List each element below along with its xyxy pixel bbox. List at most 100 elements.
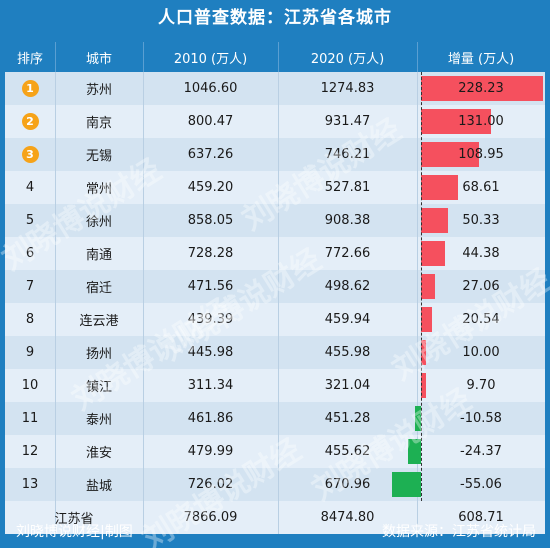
increase-label: -55.06 xyxy=(460,477,502,492)
column-separator xyxy=(143,303,144,336)
column-separator xyxy=(55,171,56,204)
city-cell: 宿迁 xyxy=(85,281,112,296)
city-cell: 南京 xyxy=(85,116,112,131)
value-2010-cell: 471.56 xyxy=(187,279,234,294)
column-separator xyxy=(417,369,418,402)
column-separator xyxy=(55,468,56,501)
value-2020-cell: 772.66 xyxy=(324,246,371,261)
table-row: 6 南通 728.28 772.66 44.38 xyxy=(5,237,545,270)
table-row: 5 徐州 858.05 908.38 50.33 xyxy=(5,204,545,237)
value-2020-cell: 746.21 xyxy=(324,147,371,162)
value-2020-cell: 459.94 xyxy=(324,312,371,327)
total-row: 江苏省 7866.09 8474.80 608.71 xyxy=(5,501,545,534)
rank-cell: 12 xyxy=(21,444,39,459)
value-2020-cell: 321.04 xyxy=(324,378,371,393)
table-row: 1 苏州 1046.60 1274.83 228.23 xyxy=(5,72,545,105)
increase-label: 131.00 xyxy=(458,114,504,129)
city-cell: 淮安 xyxy=(85,446,112,461)
column-separator xyxy=(278,501,279,534)
value-2010-cell: 726.02 xyxy=(187,477,234,492)
column-separator xyxy=(417,138,418,171)
increase-bar xyxy=(415,406,421,431)
value-2010-cell: 637.26 xyxy=(187,147,234,162)
rank-cell: 4 xyxy=(25,180,35,195)
column-separator xyxy=(278,72,279,105)
page-title: 人口普查数据：江苏省各城市 xyxy=(158,8,392,28)
city-cell: 苏州 xyxy=(85,83,112,98)
value-2010-cell: 439.39 xyxy=(187,312,234,327)
table-row: 8 连云港 439.39 459.94 20.54 xyxy=(5,303,545,336)
column-separator xyxy=(55,270,56,303)
column-separator xyxy=(417,105,418,138)
table-row: 13 盐城 726.02 670.96 -55.06 xyxy=(5,468,545,501)
city-cell: 南通 xyxy=(85,248,112,263)
city-cell: 常州 xyxy=(85,182,112,197)
increase-label: 228.23 xyxy=(458,81,504,96)
footer: 刘晓博说财经|制图 数据来源：江苏省统计局 xyxy=(0,513,550,548)
header-2020: 2020 (万人) xyxy=(310,51,385,67)
total-2010-cell: 7866.09 xyxy=(183,510,238,525)
value-2020-cell: 455.62 xyxy=(324,444,371,459)
city-cell: 镇江 xyxy=(85,380,112,395)
value-2020-cell: 931.47 xyxy=(324,114,371,129)
increase-label: 50.33 xyxy=(462,213,500,228)
column-separator xyxy=(143,138,144,171)
increase-bar xyxy=(391,472,421,497)
rank-cell: 2 xyxy=(5,105,55,138)
column-separator xyxy=(55,402,56,435)
table-row: 7 宿迁 471.56 498.62 27.06 xyxy=(5,270,545,303)
rank-cell: 9 xyxy=(25,345,35,360)
rank-cell: 6 xyxy=(25,246,35,261)
table-row: 12 淮安 479.99 455.62 -24.37 xyxy=(5,435,545,468)
increase-label: -24.37 xyxy=(460,444,502,459)
column-separator xyxy=(278,204,279,237)
column-separator xyxy=(55,105,56,138)
column-separator xyxy=(417,336,418,369)
column-separator xyxy=(55,336,56,369)
rank-badge: 1 xyxy=(21,80,39,97)
rank-cell: 1 xyxy=(5,72,55,105)
increase-bar xyxy=(421,109,492,134)
value-2020-cell: 498.62 xyxy=(324,279,371,294)
column-separator xyxy=(143,402,144,435)
city-cell: 无锡 xyxy=(85,149,112,164)
increase-bar xyxy=(421,175,458,200)
column-separator xyxy=(278,402,279,435)
value-2020-cell: 451.28 xyxy=(324,411,371,426)
increase-bar xyxy=(421,340,427,365)
increase-bar xyxy=(421,274,436,299)
total-increase-cell: 608.71 xyxy=(458,510,504,525)
rank-cell: 5 xyxy=(25,213,35,228)
column-separator xyxy=(417,237,418,270)
rank-cell: 8 xyxy=(25,312,35,327)
rank-cell: 11 xyxy=(21,411,39,426)
rank-cell: 3 xyxy=(5,138,55,171)
column-separator xyxy=(278,138,279,171)
column-separator xyxy=(143,72,144,105)
rank-cell: 13 xyxy=(21,477,39,492)
footer-source: 数据来源：江苏省统计局 xyxy=(382,524,536,540)
column-separator xyxy=(417,270,418,303)
table-row: 10 镇江 311.34 321.04 9.70 xyxy=(5,369,545,402)
increase-label: 27.06 xyxy=(462,279,500,294)
value-2010-cell: 1046.60 xyxy=(183,81,238,96)
rank-cell: 7 xyxy=(25,279,35,294)
value-2010-cell: 728.28 xyxy=(187,246,234,261)
increase-label: 9.70 xyxy=(466,378,496,393)
increase-bar xyxy=(421,208,448,233)
column-separator xyxy=(143,171,144,204)
column-separator xyxy=(417,72,418,105)
rank-badge: 2 xyxy=(21,113,39,130)
column-separator xyxy=(143,270,144,303)
column-separator xyxy=(55,42,56,72)
column-separator xyxy=(278,369,279,402)
rank-badge: 3 xyxy=(21,146,39,163)
city-cell: 盐城 xyxy=(85,479,112,494)
header-increase: 增量 (万人) xyxy=(447,51,515,67)
rank-cell: 10 xyxy=(21,378,39,393)
column-separator xyxy=(278,468,279,501)
column-separator xyxy=(55,204,56,237)
table-row: 4 常州 459.20 527.81 68.61 xyxy=(5,171,545,204)
column-separator xyxy=(278,303,279,336)
value-2020-cell: 455.98 xyxy=(324,345,371,360)
